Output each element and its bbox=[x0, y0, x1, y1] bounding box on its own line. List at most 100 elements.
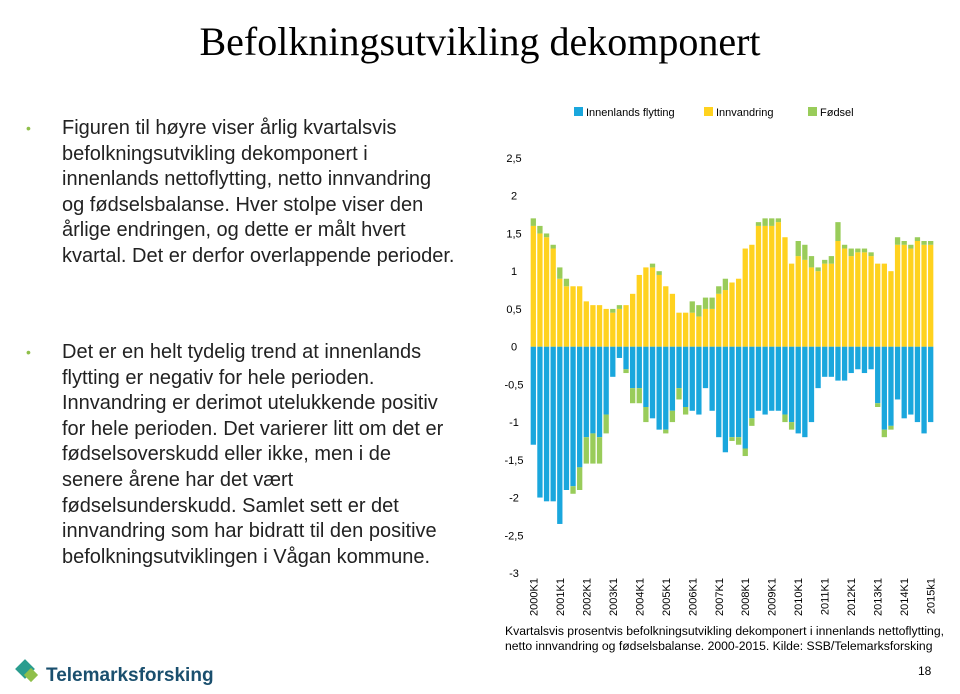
bar-segment bbox=[550, 244, 556, 249]
bar-segment bbox=[596, 437, 603, 464]
y-tick-label: -3 bbox=[509, 568, 519, 580]
x-tick-label: 2008K1 bbox=[740, 578, 752, 616]
bar-segment bbox=[676, 388, 682, 400]
y-tick-label: 2 bbox=[511, 191, 517, 203]
bar-segment bbox=[682, 407, 689, 415]
y-tick-label: 1 bbox=[511, 266, 517, 278]
bar-segment bbox=[894, 237, 901, 245]
bar-segment bbox=[762, 218, 768, 226]
bar-segment bbox=[775, 346, 782, 411]
bullet-text: Figuren til høyre viser årlig kvartalsvi… bbox=[62, 117, 455, 267]
bar-segment bbox=[762, 346, 768, 415]
logo: Telemarksforsking bbox=[15, 659, 214, 686]
page-number: 18 bbox=[918, 664, 932, 678]
bar-segment bbox=[722, 278, 729, 291]
bar-segment bbox=[616, 346, 623, 358]
bar-segment bbox=[543, 346, 550, 502]
bar-segment bbox=[716, 286, 722, 294]
bar-segment bbox=[802, 259, 808, 347]
bar-segment bbox=[795, 256, 801, 347]
bar-segment bbox=[868, 346, 874, 370]
bar-segment bbox=[669, 293, 676, 347]
bar-segment bbox=[749, 418, 755, 426]
bar-segment bbox=[530, 346, 536, 445]
bar-segment bbox=[682, 346, 689, 407]
x-tick-label: 2011K1 bbox=[820, 578, 832, 615]
bar-segment bbox=[815, 346, 821, 389]
bar-segment bbox=[921, 346, 927, 434]
bar-segment bbox=[577, 286, 583, 347]
x-tick-label: 2012K1 bbox=[846, 578, 858, 616]
bar-segment bbox=[815, 267, 821, 272]
bar-segment bbox=[603, 308, 609, 347]
bar-segment bbox=[643, 346, 649, 407]
bar-segment bbox=[888, 346, 894, 426]
bar-segment bbox=[616, 308, 623, 347]
bar-segment bbox=[669, 410, 676, 423]
bar-segment bbox=[630, 293, 636, 347]
bar-segment bbox=[537, 225, 543, 234]
bar-segment bbox=[855, 346, 861, 370]
bar-segment bbox=[775, 218, 782, 223]
bar-segment bbox=[550, 346, 556, 502]
bar-segment bbox=[841, 346, 848, 381]
legend-swatch bbox=[704, 107, 713, 116]
legend-label: Fødsel bbox=[820, 107, 854, 119]
y-tick-label: 0,5 bbox=[506, 304, 521, 316]
bar-segment bbox=[636, 274, 642, 347]
bar-segment bbox=[543, 233, 550, 238]
bar-segment bbox=[928, 244, 934, 347]
bar-segment bbox=[769, 346, 775, 411]
bar-segment bbox=[689, 346, 695, 411]
bar-segment bbox=[928, 241, 934, 245]
bar-segment bbox=[875, 346, 881, 404]
bar-segment bbox=[888, 271, 894, 347]
bar-segment bbox=[742, 448, 748, 457]
bar-segment bbox=[835, 241, 841, 347]
bar-segment bbox=[610, 308, 616, 313]
y-tick-label: -0,5 bbox=[505, 379, 524, 391]
bar-segment bbox=[583, 437, 589, 464]
x-tick-label: 2007K1 bbox=[714, 578, 726, 616]
bar-segment bbox=[616, 305, 623, 309]
bar-segment bbox=[729, 437, 735, 441]
bar-segment bbox=[894, 346, 901, 400]
bar-segment bbox=[795, 241, 801, 257]
bar-segment bbox=[841, 244, 848, 249]
bar-segment bbox=[563, 346, 570, 490]
bar-segment bbox=[921, 241, 927, 245]
bar-segment bbox=[596, 346, 603, 438]
x-tick-label: 2003K1 bbox=[608, 578, 620, 616]
bar-segment bbox=[663, 429, 669, 434]
bar-segment bbox=[623, 346, 629, 370]
bar-segment bbox=[577, 467, 583, 490]
bar-segment bbox=[570, 486, 576, 494]
bar-segment bbox=[914, 241, 921, 347]
bar-segment bbox=[908, 346, 914, 415]
bar-segment bbox=[603, 414, 609, 434]
bar-segment bbox=[735, 278, 742, 347]
bar-segment bbox=[822, 259, 828, 264]
x-tick-label: 2010K1 bbox=[793, 578, 805, 616]
bar-segment bbox=[689, 301, 695, 313]
bar-segment bbox=[557, 278, 563, 347]
bar-segment bbox=[663, 346, 669, 430]
bar-segment bbox=[881, 429, 887, 438]
bar-segment bbox=[676, 312, 682, 347]
bar-segment bbox=[557, 267, 563, 279]
slide-title: Befolkningsutvikling dekomponert bbox=[199, 19, 761, 64]
bar-segment bbox=[709, 308, 715, 347]
bullet: • Figuren til høyre viser årlig kvartalsv… bbox=[26, 117, 455, 267]
bar-segment bbox=[855, 248, 861, 253]
y-tick-label: 0 bbox=[511, 342, 517, 354]
bar-segment bbox=[822, 346, 828, 377]
bar-segment bbox=[835, 222, 841, 241]
bar-segment bbox=[749, 346, 755, 419]
bar-segment bbox=[636, 346, 642, 389]
x-tick-label: 2000K1 bbox=[528, 578, 540, 616]
bar-segment bbox=[596, 305, 603, 347]
bar-segment bbox=[682, 312, 689, 347]
bar-segment bbox=[841, 248, 848, 347]
bar-segment bbox=[755, 346, 762, 411]
bar-segment bbox=[716, 293, 722, 347]
